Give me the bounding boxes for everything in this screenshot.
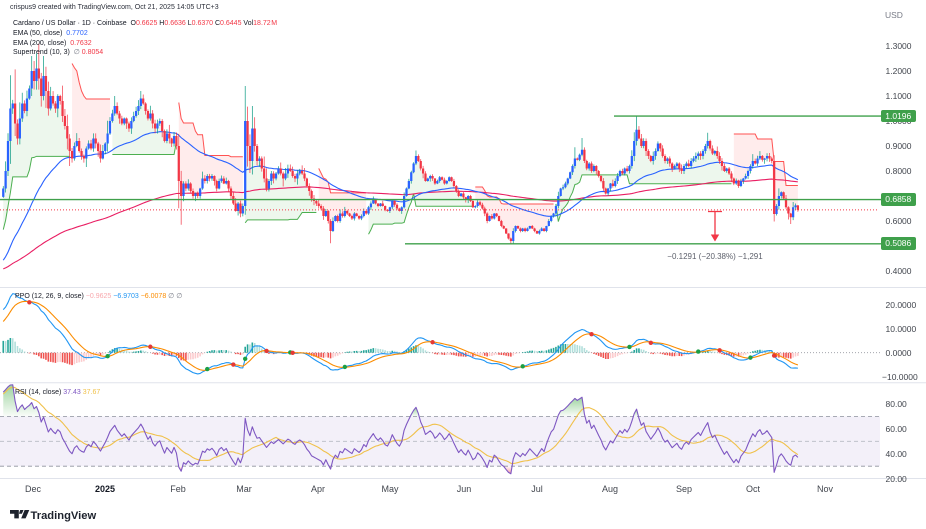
svg-text:TradingView: TradingView: [31, 510, 97, 522]
